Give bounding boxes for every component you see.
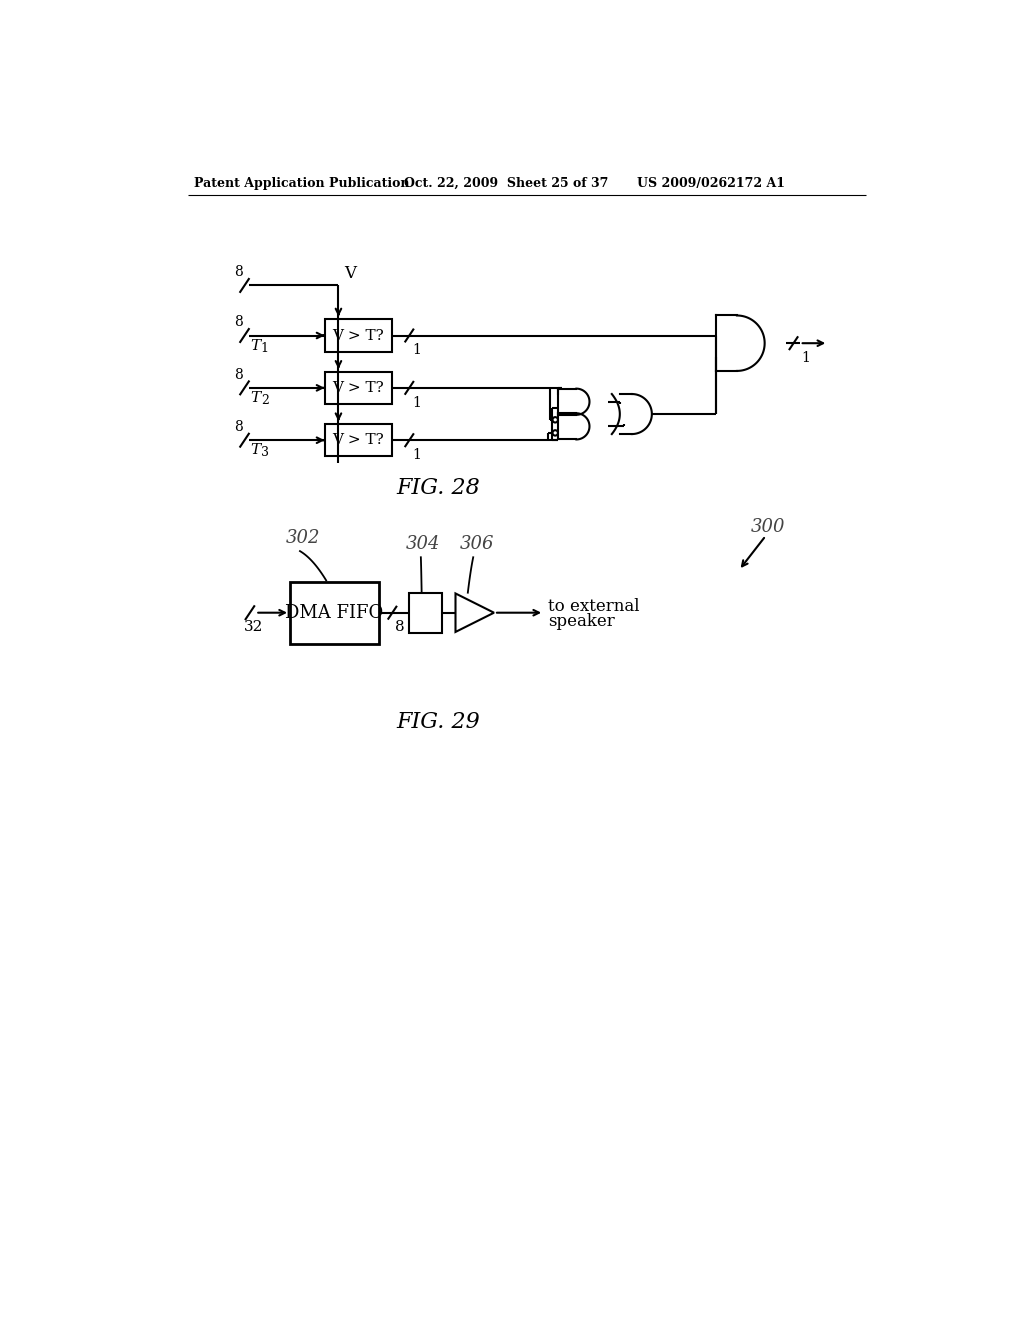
Text: 1: 1 <box>261 342 268 355</box>
Text: 3: 3 <box>261 446 268 459</box>
Bar <box>325 319 392 351</box>
Text: V > T?: V > T? <box>333 329 384 342</box>
Text: T: T <box>251 444 261 457</box>
Text: FIG. 29: FIG. 29 <box>396 711 480 733</box>
Bar <box>410 593 441 632</box>
Text: 8: 8 <box>234 368 243 381</box>
Text: 8: 8 <box>395 620 406 635</box>
Text: to external: to external <box>548 598 639 615</box>
Text: V: V <box>345 265 356 282</box>
Text: 8: 8 <box>234 420 243 434</box>
Bar <box>325 424 392 457</box>
Text: 1: 1 <box>413 396 421 409</box>
Text: 1: 1 <box>801 351 810 364</box>
Text: 2: 2 <box>261 395 268 407</box>
Text: 1: 1 <box>413 343 421 358</box>
Text: US 2009/0262172 A1: US 2009/0262172 A1 <box>637 177 785 190</box>
Text: 32: 32 <box>244 620 263 635</box>
Bar <box>290 582 379 644</box>
Text: 8: 8 <box>234 315 243 330</box>
Circle shape <box>553 417 558 422</box>
Text: T: T <box>251 391 261 405</box>
Text: 306: 306 <box>460 536 494 553</box>
Text: FIG. 28: FIG. 28 <box>396 477 480 499</box>
Text: 304: 304 <box>406 536 440 553</box>
Text: 1: 1 <box>413 447 421 462</box>
Text: DMA FIFO: DMA FIFO <box>285 603 383 622</box>
Text: Oct. 22, 2009  Sheet 25 of 37: Oct. 22, 2009 Sheet 25 of 37 <box>403 177 608 190</box>
Text: 300: 300 <box>751 517 785 536</box>
Bar <box>325 372 392 404</box>
Text: T: T <box>251 339 261 352</box>
Text: V > T?: V > T? <box>333 433 384 447</box>
Text: speaker: speaker <box>548 614 614 631</box>
Text: 8: 8 <box>234 265 243 280</box>
Text: V > T?: V > T? <box>333 381 384 395</box>
Circle shape <box>553 430 558 436</box>
Text: 302: 302 <box>286 529 321 548</box>
Text: Patent Application Publication: Patent Application Publication <box>194 177 410 190</box>
